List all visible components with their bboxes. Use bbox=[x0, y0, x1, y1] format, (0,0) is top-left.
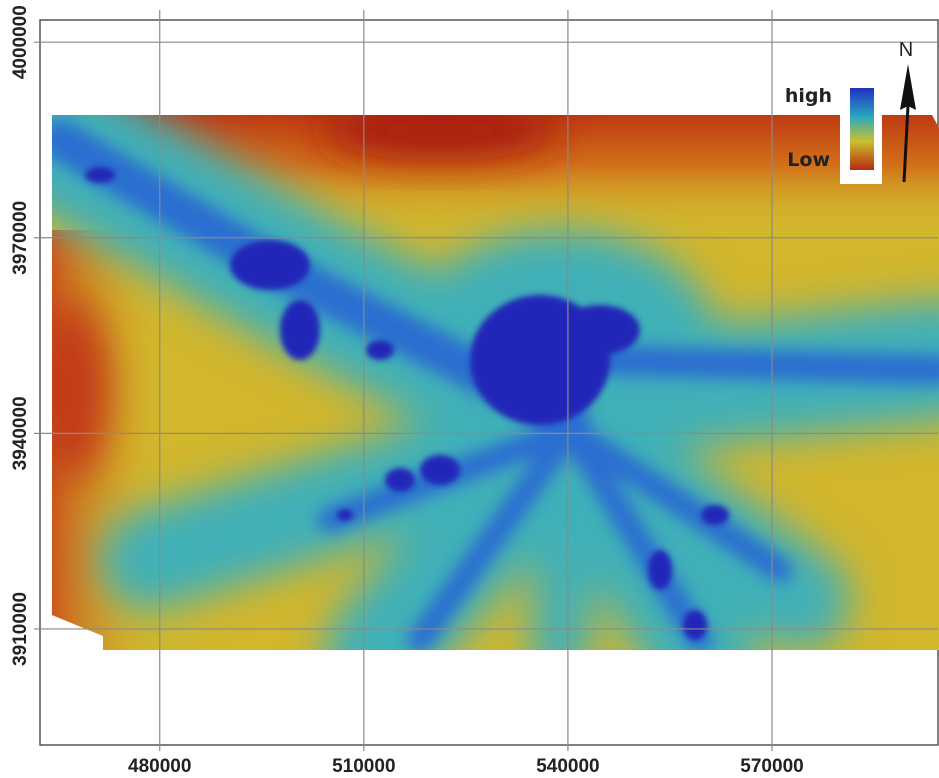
y-tick-label: 4000000 bbox=[10, 5, 31, 79]
legend-low: Low bbox=[787, 149, 830, 171]
legend-high: high bbox=[785, 85, 832, 107]
x-tick-label: 480000 bbox=[128, 756, 191, 777]
raster bbox=[30, 100, 939, 660]
x-tick-label: 540000 bbox=[536, 756, 599, 777]
x-tick-label: 510000 bbox=[332, 756, 395, 777]
x-tick-label: 570000 bbox=[740, 756, 803, 777]
map-figure: 480000 510000 540000 570000 3910000 3940000 39… bbox=[0, 0, 939, 778]
north-label: N bbox=[899, 39, 913, 61]
legend-ramp bbox=[850, 88, 874, 170]
y-tick-label: 3910000 bbox=[10, 592, 31, 666]
y-tick-label: 3940000 bbox=[10, 396, 31, 470]
y-tick-label: 3970000 bbox=[10, 201, 31, 275]
